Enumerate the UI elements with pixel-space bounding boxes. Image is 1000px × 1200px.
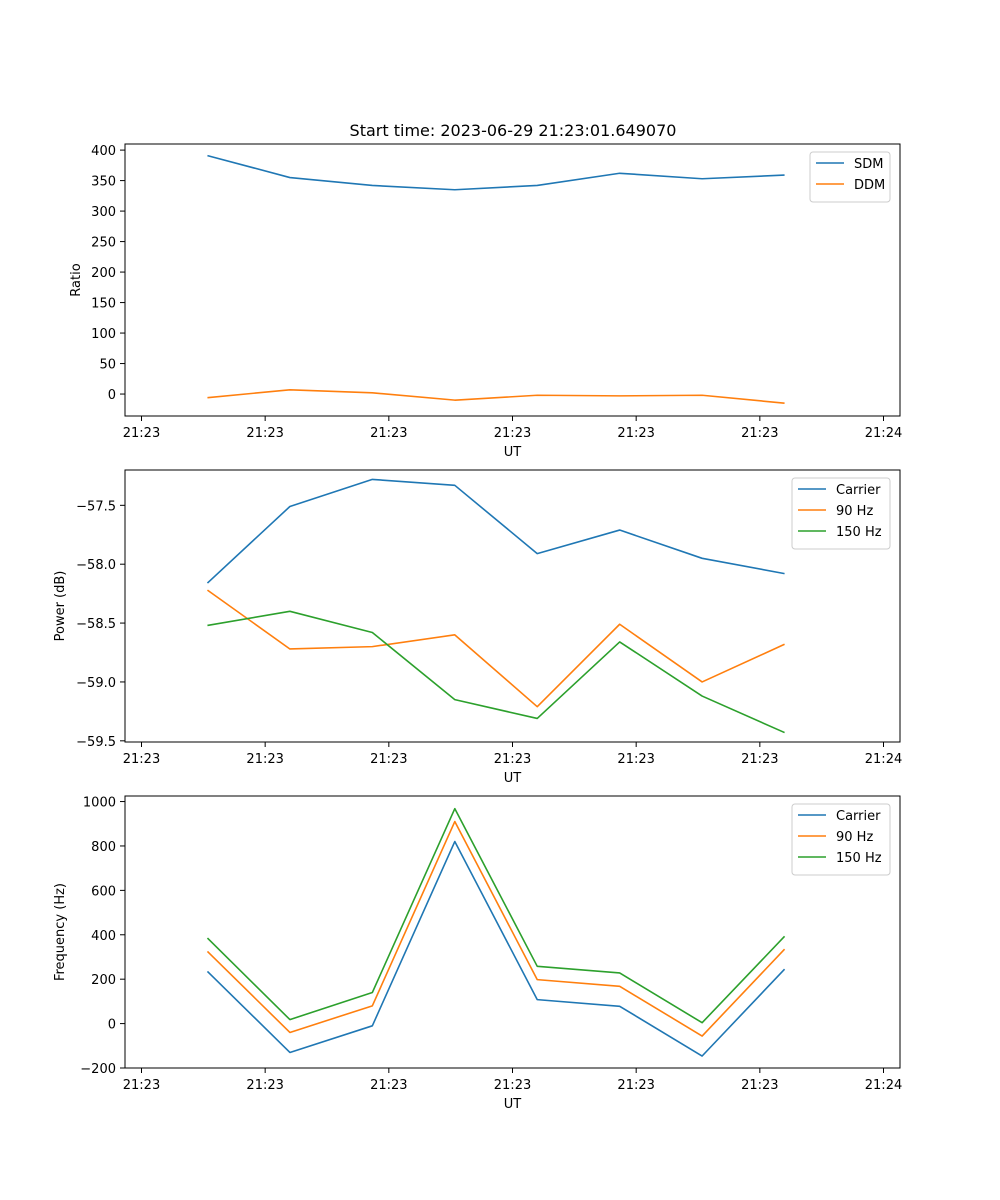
series-line-3-2 bbox=[206, 820, 786, 1037]
y-tick-label: −58.0 bbox=[76, 558, 116, 573]
x-tick-label: 21:23 bbox=[617, 752, 654, 767]
series-line-3-3 bbox=[206, 807, 786, 1024]
x-axis-label: UT bbox=[504, 771, 522, 786]
series-line-1-1 bbox=[207, 154, 785, 191]
x-tick-label: 21:23 bbox=[494, 426, 531, 441]
panel-3: 21:23 21:23 21:23 21:23 21:23 21:23 21:24 −200 0… bbox=[53, 795, 902, 1112]
y-tick-label: 300 bbox=[91, 205, 116, 220]
legend: SDM DDM bbox=[809, 151, 891, 203]
x-axis-label: UT bbox=[504, 1097, 522, 1112]
y-tick-label: 50 bbox=[99, 358, 116, 373]
x-tick-label: 21:23 bbox=[123, 752, 160, 767]
y-tick-label: −200 bbox=[80, 1062, 116, 1077]
x-tick-label: 21:23 bbox=[246, 1078, 283, 1093]
legend-entry: SDM bbox=[854, 157, 883, 172]
series-line-2-1 bbox=[206, 478, 785, 584]
y-tick-label: 150 bbox=[91, 297, 116, 312]
y-tick-label: 250 bbox=[91, 236, 116, 251]
x-tick-label: 21:23 bbox=[370, 752, 407, 767]
panel-1: 21:23 21:23 21:23 21:23 21:23 21:23 21:24 0 50 10… bbox=[69, 143, 902, 460]
x-tick-label: 21:23 bbox=[741, 426, 778, 441]
y-tick-label: 400 bbox=[91, 929, 116, 944]
x-tick-label: 21:24 bbox=[865, 426, 902, 441]
legend-entry: 150 Hz bbox=[836, 851, 882, 866]
y-tick-label: −59.0 bbox=[76, 676, 116, 691]
y-tick-label: 100 bbox=[91, 327, 116, 342]
series-line-1-2 bbox=[207, 388, 785, 404]
series-line-2-3 bbox=[207, 610, 785, 734]
y-tick-label: 800 bbox=[91, 840, 116, 855]
y-tick-label: 0 bbox=[108, 1018, 116, 1033]
x-tick-label: 21:23 bbox=[494, 1078, 531, 1093]
x-tick-label: 21:23 bbox=[123, 1078, 160, 1093]
series-line-3-1 bbox=[206, 840, 786, 1057]
y-tick-label: 400 bbox=[91, 144, 116, 159]
legend-entry: Carrier bbox=[836, 809, 881, 824]
x-tick-label: 21:23 bbox=[246, 426, 283, 441]
y-tick-label: 1000 bbox=[83, 796, 116, 811]
x-axis-label: UT bbox=[504, 445, 522, 460]
x-tick-label: 21:23 bbox=[494, 752, 531, 767]
legend: Carrier 90 Hz 150 Hz bbox=[791, 477, 891, 550]
y-tick-label: −57.5 bbox=[76, 499, 116, 514]
y-tick-label: −59.5 bbox=[76, 735, 116, 750]
series-line-2-2 bbox=[206, 589, 785, 708]
x-tick-label: 21:24 bbox=[865, 752, 902, 767]
y-tick-label: 600 bbox=[91, 884, 116, 899]
y-tick-label: 200 bbox=[91, 973, 116, 988]
y-tick-label: −58.5 bbox=[76, 617, 116, 632]
x-tick-label: 21:24 bbox=[865, 1078, 902, 1093]
y-tick-label: 350 bbox=[91, 175, 116, 190]
legend-entry: 90 Hz bbox=[836, 830, 873, 845]
axes-frame bbox=[124, 143, 901, 417]
legend-entry: DDM bbox=[854, 178, 885, 193]
x-tick-label: 21:23 bbox=[370, 1078, 407, 1093]
axes-frame bbox=[124, 469, 901, 743]
legend-entry: 90 Hz bbox=[836, 504, 873, 519]
y-tick-label: 0 bbox=[108, 388, 116, 403]
chart-title: Start time: 2023-06-29 21:23:01.649070 bbox=[350, 121, 677, 140]
x-tick-label: 21:23 bbox=[617, 426, 654, 441]
x-tick-label: 21:23 bbox=[741, 752, 778, 767]
legend-box bbox=[809, 151, 891, 203]
x-tick-label: 21:23 bbox=[741, 1078, 778, 1093]
x-tick-label: 21:23 bbox=[617, 1078, 654, 1093]
legend: Carrier 90 Hz 150 Hz bbox=[791, 803, 891, 876]
panel-2: 21:23 21:23 21:23 21:23 21:23 21:23 21:24 −59.5… bbox=[53, 469, 902, 786]
y-axis-label: Ratio bbox=[69, 263, 84, 296]
legend-entry: Carrier bbox=[836, 483, 881, 498]
x-tick-label: 21:23 bbox=[370, 426, 407, 441]
y-tick-label: 200 bbox=[91, 266, 116, 281]
y-axis-label: Power (dB) bbox=[53, 571, 68, 642]
x-tick-label: 21:23 bbox=[246, 752, 283, 767]
x-tick-label: 21:23 bbox=[123, 426, 160, 441]
legend-entry: 150 Hz bbox=[836, 525, 882, 540]
y-axis-label: Frequency (Hz) bbox=[53, 883, 68, 981]
